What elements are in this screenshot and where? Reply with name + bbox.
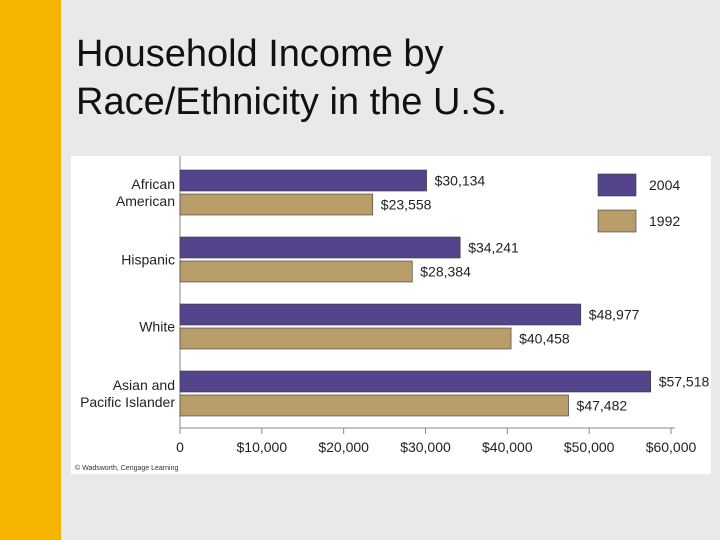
slide-title: Household Income by Race/Ethnicity in th… — [76, 30, 696, 126]
category-label-0: American — [116, 193, 175, 209]
bar-1992-2 — [179, 327, 512, 350]
category-label-3: Pacific Islander — [80, 394, 175, 410]
category-label-2: White — [139, 319, 175, 335]
income-bar-chart: 0 $10,000 $20,000 $30,000 $40,000 $50,000 $60,… — [80, 156, 710, 455]
data-label-1992-2: $40,458 — [519, 331, 570, 347]
bar-1992-3 — [179, 394, 569, 417]
legend-swatch-2004 — [597, 173, 637, 197]
chart-panel: 0 $10,000 $20,000 $30,000 $40,000 $50,000 $60,… — [71, 156, 711, 474]
legend-swatch-1992 — [597, 209, 637, 233]
data-label-2004-3: $57,518 — [659, 374, 710, 390]
slide-title-line-1: Household Income by — [76, 33, 444, 75]
category-label-3: Asian and — [113, 377, 175, 393]
x-tick-label: $20,000 — [318, 439, 369, 455]
x-tick-label: $30,000 — [400, 439, 451, 455]
bar-2004-0 — [179, 169, 427, 192]
bar-2004-2 — [179, 303, 582, 326]
x-tick-label: $40,000 — [482, 439, 533, 455]
bar-2004-1 — [179, 236, 461, 259]
x-tick-label: $60,000 — [646, 439, 697, 455]
category-label-0: African — [131, 176, 175, 192]
accent-bar — [0, 0, 61, 540]
x-tick-label: 0 — [176, 439, 184, 455]
data-label-2004-1: $34,241 — [468, 240, 519, 256]
category-label-1: Hispanic — [121, 252, 175, 268]
data-label-1992-3: $47,482 — [577, 398, 628, 414]
bar-1992-1 — [179, 260, 413, 283]
copyright-credit: © Wadsworth, Cengage Learning — [75, 465, 179, 472]
data-label-2004-0: $30,134 — [435, 173, 486, 189]
data-label-1992-0: $23,558 — [381, 197, 432, 213]
bar-2004-3 — [179, 370, 651, 393]
data-label-1992-1: $28,384 — [420, 264, 471, 280]
data-label-2004-2: $48,977 — [589, 307, 640, 323]
x-tick-label: $10,000 — [237, 439, 288, 455]
legend-label-2004: 2004 — [649, 177, 680, 193]
x-tick-label: $50,000 — [564, 439, 615, 455]
legend-label-1992: 1992 — [649, 213, 680, 229]
slide-title-line-2: Race/Ethnicity in the U.S. — [76, 81, 507, 123]
bar-1992-0 — [179, 193, 374, 216]
